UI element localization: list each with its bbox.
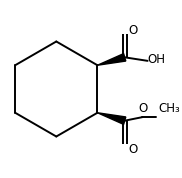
Polygon shape [97,54,126,65]
Text: O: O [138,102,147,115]
Text: OH: OH [147,53,165,66]
Polygon shape [97,113,126,124]
Text: O: O [128,23,137,36]
Text: CH₃: CH₃ [158,102,180,115]
Text: O: O [128,143,137,156]
